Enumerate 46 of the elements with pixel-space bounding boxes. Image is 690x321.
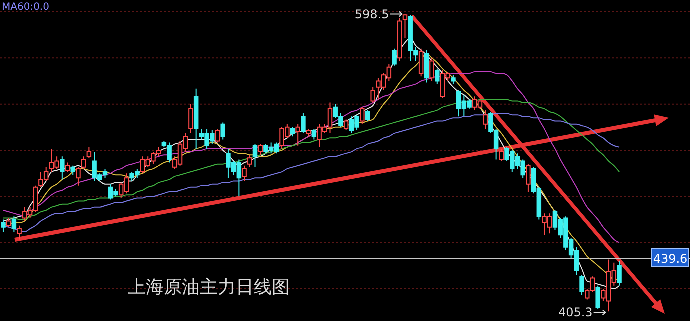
candlestick (430, 58, 434, 82)
candlestick (580, 274, 584, 296)
candlestick (435, 68, 440, 85)
annotation: 598.5 (354, 7, 390, 22)
candlestick (301, 113, 306, 134)
candlestick (242, 165, 247, 182)
candlestick (296, 124, 300, 146)
candlestick (290, 126, 296, 138)
candlestick (86, 146, 92, 159)
candlestick (306, 128, 312, 138)
candlestick (596, 285, 600, 310)
text: 上海原油主力日线图 (128, 277, 290, 298)
candlestick (1, 219, 6, 233)
candlestick (312, 128, 317, 140)
candlestick (188, 104, 194, 134)
annotation: 405.3 (558, 306, 593, 320)
candlestick (402, 14, 408, 39)
candlestick (6, 218, 12, 228)
candlestick (424, 50, 430, 84)
candlestick (398, 18, 402, 62)
candlestick (617, 260, 622, 286)
candlestick (526, 164, 531, 193)
candlestick (17, 225, 22, 240)
candlestick (76, 166, 81, 186)
candlestick (370, 86, 376, 104)
candlestick (70, 165, 76, 176)
candlestick (65, 162, 70, 173)
candlestick (248, 154, 252, 168)
candlestick (451, 74, 456, 85)
candlestick (81, 156, 86, 170)
candlestick (344, 119, 349, 131)
candlestick (194, 88, 199, 150)
candlestick (215, 128, 220, 144)
candlestick (60, 156, 65, 180)
candlestick (365, 110, 370, 122)
text: MA60:0.0 (2, 2, 50, 13)
candlestick (360, 106, 365, 125)
candlestick (499, 148, 504, 162)
candlestick (220, 122, 226, 140)
candlestick (12, 216, 17, 233)
candlestick (483, 110, 488, 130)
candlestick (418, 48, 424, 78)
candlestick (252, 144, 258, 168)
candlestick (258, 144, 263, 156)
candlestick (392, 48, 397, 66)
ref-line-label: 439.6 (653, 252, 688, 266)
